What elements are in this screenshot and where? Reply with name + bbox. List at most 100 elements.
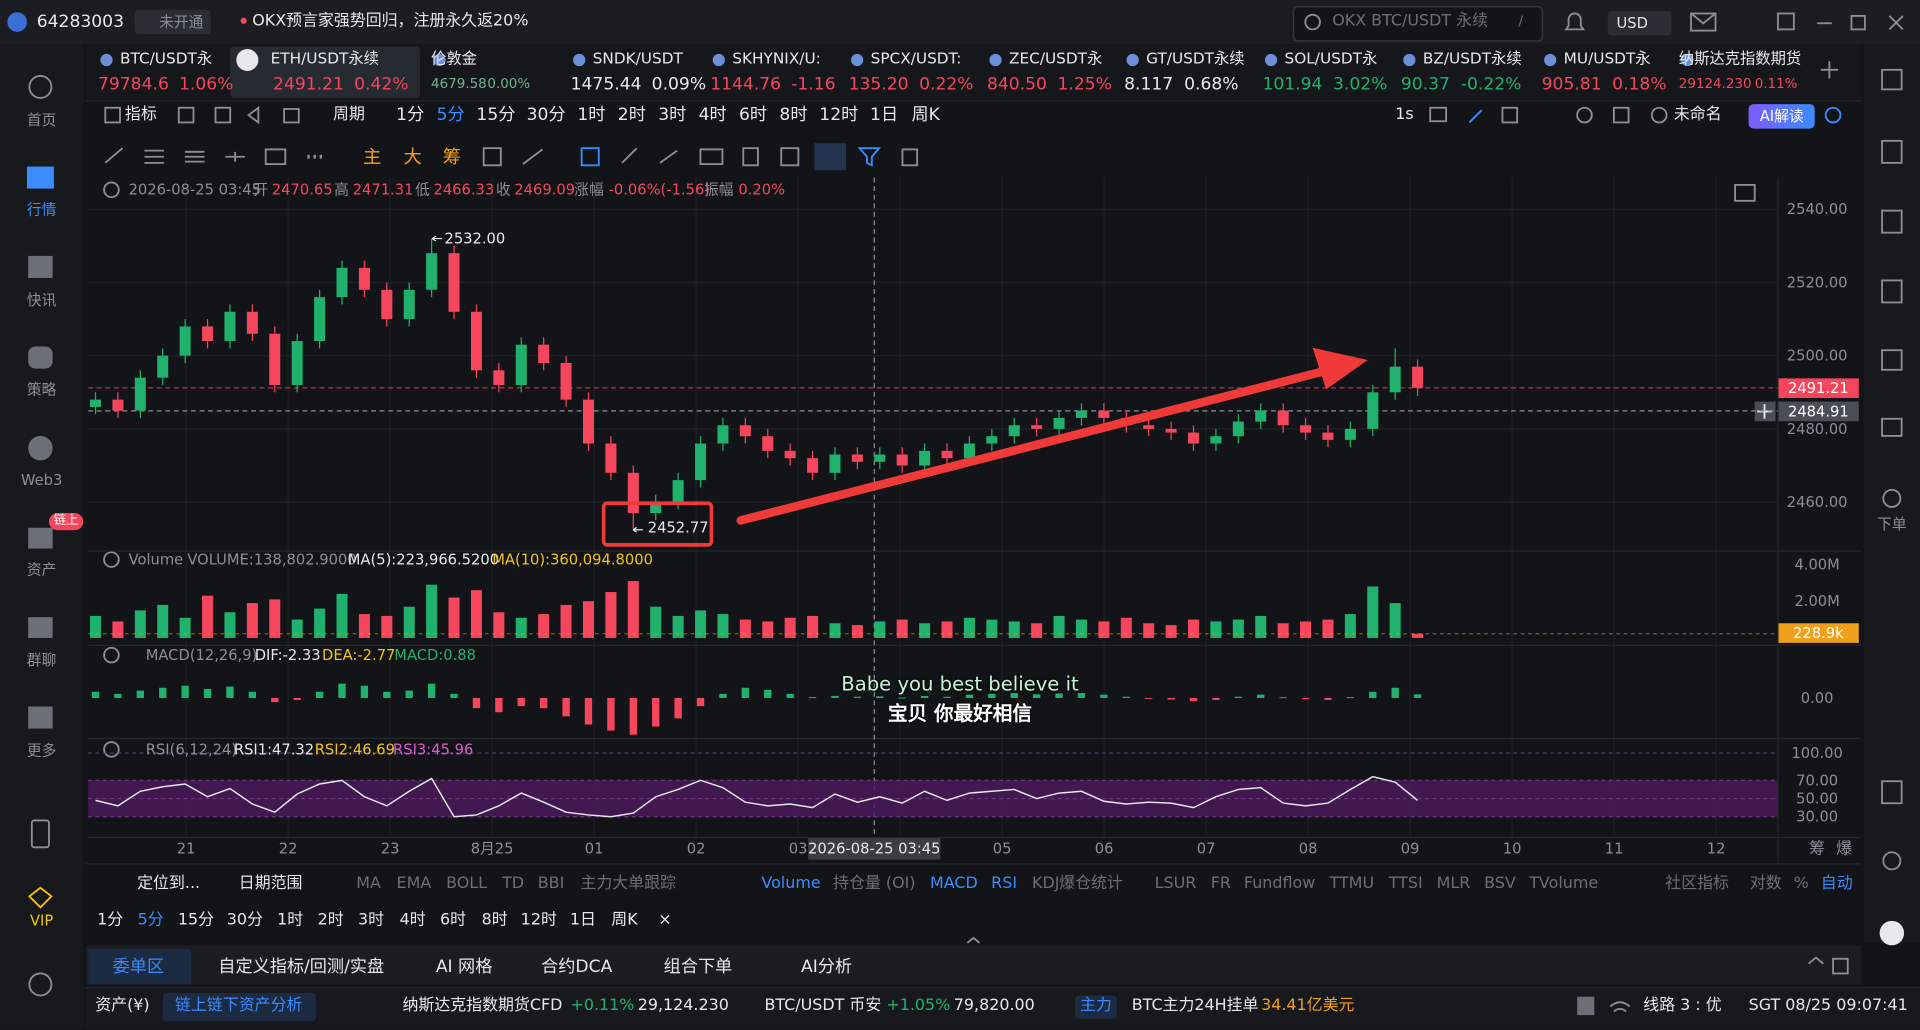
interval[interactable]: 6时 [440,911,467,930]
draw-rect[interactable] [264,148,287,166]
delete-tool[interactable] [901,148,919,167]
active-tab[interactable] [88,948,192,985]
ticker-change[interactable]: 0.22% [919,74,974,95]
settings-icon[interactable] [28,972,53,997]
ticker-price[interactable]: 1144.76 [710,74,782,95]
ai-button[interactable] [1748,104,1815,129]
ticker-change[interactable]: 0.18% [1612,74,1667,95]
ticker-name[interactable]: BTC/USDT永 [120,48,213,68]
layout-name[interactable]: 未命名 [1673,105,1722,124]
tab[interactable]: 组合下单 [663,957,733,978]
indicator-icon[interactable] [104,106,121,124]
window-icon[interactable] [1777,12,1795,31]
draw-channel[interactable] [144,149,165,164]
sidebar-item[interactable]: 更多 [26,742,57,760]
indicator-toggle[interactable]: 对数 [1749,874,1782,893]
ticker-name[interactable]: SOL/USDT永 [1284,48,1378,68]
filter-tool[interactable] [857,147,882,167]
sidebar-item[interactable]: 行情 [26,200,57,218]
side-icon[interactable] [1881,279,1903,304]
ticker-name[interactable]: GT/USDT永续 [1146,48,1245,68]
web3-icon[interactable] [28,435,53,461]
currency[interactable]: USD [1616,14,1648,32]
analysis-button[interactable] [162,993,316,1022]
indicator-toggle[interactable]: LSUR [1154,874,1197,893]
popout-panel[interactable] [1832,957,1849,975]
indicator-toggle[interactable]: TTMU [1329,874,1375,893]
interval[interactable]: 6时 [739,105,768,125]
side-icon[interactable] [1881,780,1903,805]
active-tool[interactable] [814,143,847,171]
sidebar-item[interactable]: 快讯 [26,291,57,309]
ticker-price[interactable]: 135.20 [848,74,909,95]
sidebar-item[interactable]: 群聊 [26,651,57,669]
ticker-change[interactable]: -1.16 [791,74,836,95]
support-icon[interactable] [1882,851,1902,871]
camera-icon[interactable] [1429,106,1448,123]
ticker-change[interactable]: 0.00% [487,75,531,92]
indicator-toggle[interactable]: TD [502,874,525,893]
news-icon[interactable] [28,255,53,278]
interval[interactable]: 15分 [476,105,516,125]
maximize-icon[interactable] [1850,15,1866,31]
indicator-toggle[interactable]: EMA [396,874,432,893]
indicator-button[interactable]: 指标 [124,105,157,124]
interval[interactable]: 1日 [569,911,596,930]
tool-icon[interactable] [177,106,195,124]
interval[interactable]: 1分 [396,105,425,125]
interval[interactable]: 4时 [698,105,727,125]
ticker-change[interactable]: 0.11% [1754,75,1798,92]
interval[interactable]: 周K [911,105,940,125]
tool-icon[interactable] [214,106,232,124]
indicator-toggle[interactable]: TTSI [1388,874,1423,893]
ticker-price[interactable]: 4679.58 [431,75,487,92]
side-icon[interactable] [1881,68,1903,91]
tool-icon[interactable] [247,105,260,125]
ticker-name[interactable]: SNDK/USDT [592,48,683,68]
ticker-price[interactable]: 8.117 [1124,74,1174,95]
interval[interactable]: 2时 [317,911,344,930]
add-ticker[interactable] [1820,61,1838,79]
home-icon[interactable] [28,75,53,99]
side-icon[interactable] [1881,139,1903,164]
tab[interactable]: 自定义指标/回测/实盘 [218,957,385,978]
indicator-toggle[interactable]: BSV [1484,874,1516,893]
ticker-change[interactable]: 0.09% [651,74,707,95]
analysis[interactable]: 链上链下资产分析 [175,996,303,1016]
ticker-change[interactable]: 0.42% [354,74,409,95]
ticker-name[interactable]: ETH/USDT永续 [270,48,379,68]
collapse-panel[interactable] [1807,956,1824,965]
order-icon[interactable] [1882,488,1902,508]
tab[interactable]: AI分析 [800,957,853,978]
ticker-price[interactable]: 29124.230 [1678,75,1752,92]
candle-type-icon[interactable] [283,108,300,124]
period-button[interactable]: 周期 [333,105,365,124]
avatar[interactable] [7,12,27,32]
draw-tool[interactable] [482,147,502,167]
draw-tool[interactable] [522,148,544,165]
indicator-toggle[interactable]: Fundflow [1243,874,1316,893]
indicator-toggle[interactable]: BBI [537,874,565,893]
active-ticker[interactable] [230,46,421,98]
indicator-toggle[interactable]: BOLL [446,874,487,893]
draw-tool[interactable] [621,147,638,164]
bell-icon[interactable] [1564,12,1585,31]
indicator-toggle[interactable]: FR [1210,874,1231,893]
sidebar-item[interactable]: 首页 [26,111,57,129]
close-icon[interactable] [1888,15,1904,31]
sidebar-item[interactable]: VIP [30,912,54,930]
draw-tool[interactable] [780,147,800,167]
locate[interactable]: 定位到... [137,874,201,893]
ticker-name[interactable]: SPCX/USDT: [870,48,962,68]
draw-tool[interactable] [742,147,759,167]
indicator-toggle[interactable]: 主力大单跟踪 [580,874,676,893]
ticker-name[interactable]: 纳斯达克指数期货 [1678,48,1802,68]
interval[interactable]: 1时 [277,911,304,930]
indicator-toggle[interactable]: MACD [930,874,978,893]
indicator-toggle[interactable]: % [1793,874,1809,893]
draw-tool[interactable]: 主 [363,145,382,168]
draw-icon[interactable] [1468,109,1483,124]
interval[interactable]: 1分 [97,911,124,930]
indicator-toggle[interactable]: MLR [1436,874,1471,893]
interval[interactable]: 30分 [526,105,566,125]
